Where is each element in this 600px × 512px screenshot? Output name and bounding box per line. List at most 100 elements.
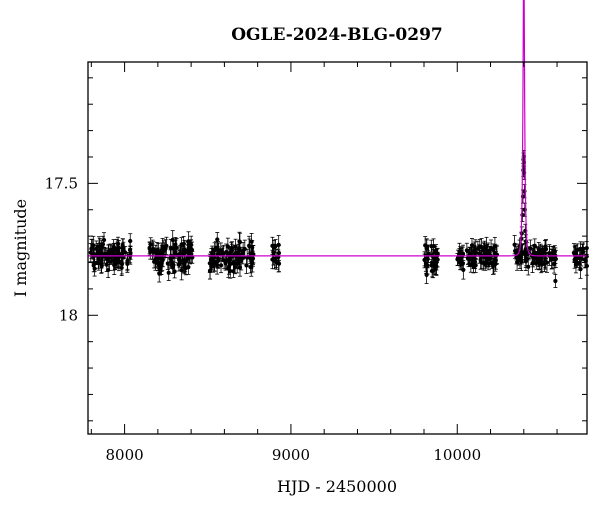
point-marker <box>227 251 232 256</box>
point-marker <box>153 258 158 263</box>
data-point <box>553 273 558 288</box>
data-point <box>270 249 275 270</box>
data-point <box>235 252 241 269</box>
point-marker <box>250 256 256 261</box>
point-marker <box>157 271 162 276</box>
data-point <box>459 250 464 270</box>
point-marker <box>171 262 176 267</box>
data-point <box>486 257 491 271</box>
data-point <box>477 239 482 255</box>
data-point <box>153 251 158 271</box>
point-marker <box>469 243 475 248</box>
point-marker <box>101 237 107 243</box>
data-point <box>520 243 525 263</box>
x-tick-label: 9000 <box>272 446 310 464</box>
data-layer <box>88 149 589 288</box>
data-point <box>88 243 93 263</box>
point-marker <box>235 258 241 263</box>
point-marker <box>212 255 217 260</box>
data-point <box>92 260 97 277</box>
point-marker <box>491 247 496 252</box>
data-point <box>460 257 465 271</box>
data-point <box>148 237 153 252</box>
data-point <box>106 262 111 279</box>
data-point <box>207 253 212 273</box>
data-point <box>237 231 242 252</box>
point-marker <box>455 257 460 262</box>
point-marker <box>88 250 93 255</box>
point-marker <box>188 246 193 251</box>
data-point <box>218 257 224 274</box>
point-marker <box>223 261 228 266</box>
point-marker <box>517 257 523 263</box>
point-marker <box>460 261 465 266</box>
point-marker <box>106 267 111 273</box>
point-marker <box>543 247 549 252</box>
point-marker <box>424 246 429 251</box>
point-marker <box>159 248 164 253</box>
point-marker <box>486 261 491 267</box>
point-marker <box>528 246 533 251</box>
point-marker <box>185 248 190 253</box>
data-point <box>550 246 555 260</box>
point-marker <box>271 245 277 250</box>
point-marker <box>226 264 232 269</box>
point-marker <box>181 241 186 247</box>
point-marker <box>148 242 153 247</box>
data-point <box>166 264 171 281</box>
point-marker <box>483 262 488 267</box>
point-marker <box>151 246 156 252</box>
data-point <box>434 257 439 276</box>
plot-frame <box>87 61 588 435</box>
point-marker <box>526 264 531 269</box>
point-marker <box>491 262 497 267</box>
point-marker <box>515 260 520 265</box>
data-point <box>473 239 478 260</box>
data-point <box>249 233 254 251</box>
point-marker <box>534 256 539 261</box>
point-marker <box>466 254 471 259</box>
point-marker <box>523 259 529 264</box>
model-curve <box>88 0 587 257</box>
data-point <box>185 241 190 261</box>
point-marker <box>166 270 171 275</box>
point-marker <box>164 243 169 248</box>
point-marker <box>120 249 125 254</box>
point-marker <box>176 257 182 262</box>
data-point <box>159 250 164 268</box>
data-point <box>181 253 187 273</box>
point-marker <box>434 264 439 269</box>
point-marker <box>247 244 252 249</box>
point-marker <box>512 242 517 247</box>
point-marker <box>459 257 464 262</box>
point-marker <box>542 261 547 266</box>
point-marker <box>481 248 486 253</box>
point-marker <box>276 242 281 248</box>
point-marker <box>179 268 184 273</box>
point-marker <box>485 249 490 254</box>
x-axis-label: HJD - 2450000 <box>277 477 397 496</box>
point-marker <box>97 244 102 249</box>
point-marker <box>424 272 429 277</box>
data-point <box>424 265 429 284</box>
point-marker <box>573 262 579 267</box>
data-point <box>109 244 114 263</box>
data-point <box>539 249 544 266</box>
point-marker <box>211 263 216 268</box>
point-marker <box>539 255 544 260</box>
point-marker <box>157 266 162 271</box>
data-point <box>485 244 490 258</box>
data-point <box>164 236 169 255</box>
point-marker <box>162 248 167 253</box>
point-marker <box>103 252 108 257</box>
point-marker <box>422 257 427 263</box>
data-point <box>483 258 488 271</box>
data-point <box>176 253 182 266</box>
data-point <box>226 258 232 275</box>
point-marker <box>580 250 585 255</box>
chart-title: OGLE-2024-BLG-0297 <box>231 25 443 45</box>
data-point <box>211 259 216 273</box>
data-point <box>99 259 104 274</box>
point-marker <box>231 269 236 274</box>
x-tick-label: 10000 <box>433 446 481 464</box>
